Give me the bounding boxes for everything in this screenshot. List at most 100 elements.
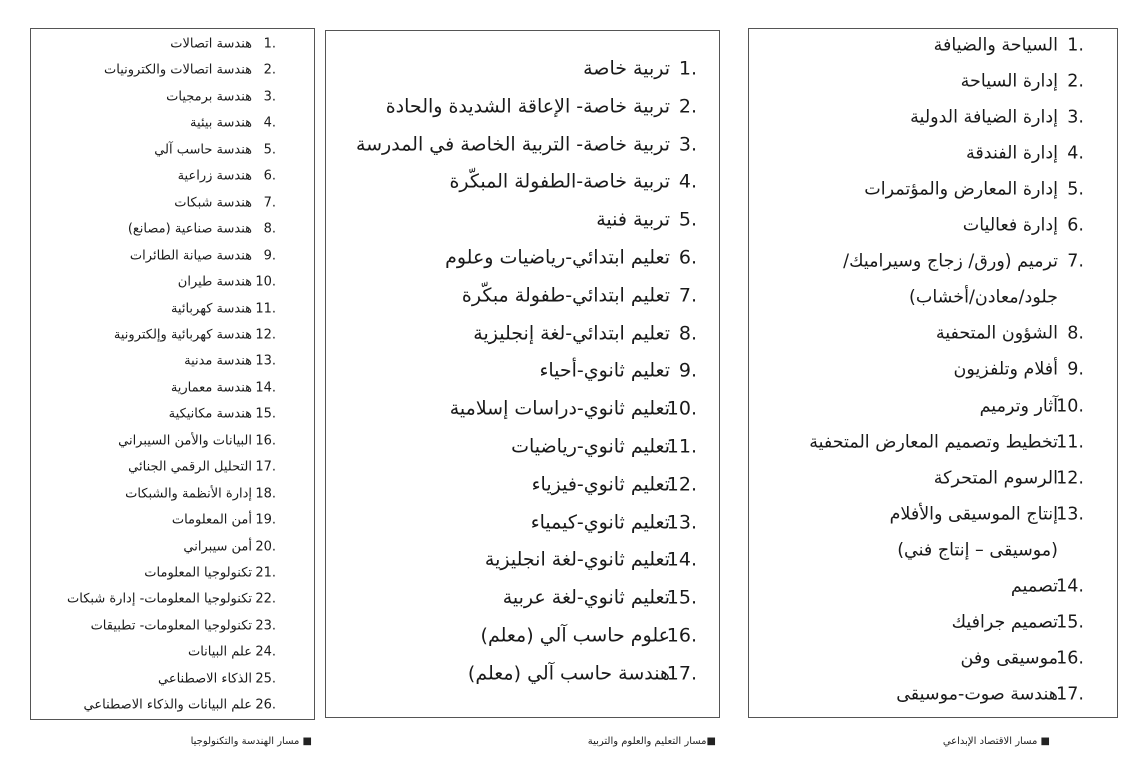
list-item-text: الشؤون المتحفية [935, 323, 1058, 344]
list-number: 6. [1067, 215, 1084, 236]
list-item-text: هندسة صيانة الطائرات [129, 248, 252, 264]
list-number: 5. [678, 208, 697, 231]
list-item-text: تعليم ثانوي-فيزياء [531, 473, 670, 496]
list-number: 2. [1067, 71, 1084, 92]
list-number: 2. [263, 62, 276, 78]
list-item-text: تربية خاصة [583, 57, 670, 80]
list-number: 17. [666, 662, 697, 685]
list-item-text: هندسة صوت-موسيقى [896, 684, 1058, 705]
list-number: 12. [666, 473, 697, 496]
list-item-text: هندسة صناعية (مصانع) [127, 221, 252, 237]
list-number: 21. [255, 565, 276, 581]
list-item-text: هندسة زراعية [177, 168, 252, 184]
list-item-text: آثار وترميم [979, 395, 1058, 416]
list-number: 10. [1056, 395, 1084, 416]
list-number: 16. [666, 624, 697, 647]
list-item-text: جلود/معادن/أخشاب) [909, 287, 1058, 308]
list-panel [30, 28, 315, 720]
list-item-text: تربية خاصة-الطفولة المبكّرة [449, 170, 670, 193]
list-number: 22. [255, 591, 276, 607]
list-number: 18. [255, 486, 276, 502]
list-item-text: هندسة كهربائية [170, 301, 252, 316]
list-number: 4. [678, 170, 697, 193]
list-number: 4. [1067, 143, 1084, 164]
list-number: 12. [1056, 467, 1084, 488]
list-item-text: هندسة اتصالات [170, 36, 252, 52]
list-item-text: تربية خاصة- التربية الخاصة في المدرسة [355, 133, 670, 156]
list-item-text: تربية خاصة- الإعاقة الشديدة والحادة [385, 95, 670, 118]
list-item-text: علم البيانات والذكاء الاصطناعي [83, 697, 252, 713]
list-number: 8. [263, 221, 276, 237]
list-number: 13. [666, 511, 697, 534]
list-item-text: تربية فنية [596, 208, 670, 231]
list-item-text: إدارة الأنظمة والشبكات [125, 486, 252, 502]
list-number: 14. [255, 380, 276, 396]
list-panel [325, 30, 720, 718]
list-item-text: تكنولوجيا المعلومات- إدارة شبكات [67, 591, 252, 607]
list-item-text: أمن المعلومات [171, 512, 252, 528]
list-item-text: هندسة اتصالات والكترونيات [104, 62, 252, 78]
list-item-text: هندسة بيئية [190, 115, 252, 131]
list-number: 14. [1056, 576, 1084, 596]
list-number: 7. [678, 284, 697, 307]
list-item-text: ترميم (ورق/ زجاج وسيراميك/ [843, 251, 1058, 272]
list-number: 26. [255, 697, 276, 713]
list-item-text: تكنولوجيا المعلومات [144, 565, 252, 581]
list-item-text: هندسة حاسب آلي (معلم) [467, 662, 670, 685]
list-number: 19. [255, 512, 276, 528]
list-item-text: إدارة السياحة [960, 71, 1058, 92]
list-item-text: هندسة مكانيكية [168, 406, 252, 422]
list-item-text: هندسة مدنية [184, 353, 252, 369]
list-item-text: تعليم ثانوي-دراسات إسلامية [449, 397, 670, 420]
list-item-text: علوم حاسب آلي (معلم) [480, 624, 670, 647]
list-item-text: أمن سيبراني [183, 539, 252, 555]
list-number: 14. [666, 548, 697, 571]
list-number: 1. [1067, 35, 1084, 56]
list-item-text: تعليم ثانوي-كيمياء [530, 511, 670, 534]
list-item-text: هندسة برمجيات [166, 89, 252, 105]
list-number: 6. [263, 168, 276, 184]
list-item-text: هندسة كهربائية وإلكترونية [113, 327, 252, 343]
list-number: 2. [678, 95, 697, 118]
list-item-text: هندسة شبكات [174, 195, 252, 211]
list-item-text: تعليم ثانوي-أحياء [539, 359, 670, 382]
list-number: 13. [1056, 503, 1084, 524]
list-number: 11. [666, 435, 697, 458]
list-number: 13. [255, 353, 276, 369]
list-item-text: تكنولوجيا المعلومات- تطبيقات [90, 618, 252, 634]
list-number: 5. [263, 142, 276, 158]
list-item-text: إدارة فعاليات [962, 215, 1058, 236]
list-item-text: تصميم جرافيك [951, 612, 1058, 633]
list-number: 7. [1067, 251, 1084, 272]
list-number: 9. [1067, 359, 1084, 380]
list-number: 10. [255, 274, 276, 290]
list-number: 1. [263, 36, 276, 52]
list-item-text: تخطيط وتصميم المعارض المتحفية [809, 431, 1058, 452]
list-item-text: التحليل الرقمي الجنائي [128, 459, 252, 475]
list-number: 8. [678, 322, 697, 345]
list-item-text: إدارة الضيافة الدولية [910, 107, 1058, 128]
list-item-text: تعليم ابتدائي-لغة إنجليزية [473, 322, 670, 345]
list-item-text: البيانات والأمن السيبراني [118, 433, 252, 449]
list-item-text: أفلام وتلفزيون [953, 359, 1058, 380]
list-item-text: إدارة المعارض والمؤتمرات [864, 179, 1058, 200]
list-item-text: موسيقى وفن [960, 648, 1059, 669]
list-number: 4. [263, 115, 276, 131]
list-number: 11. [1056, 431, 1084, 452]
list-item-text: (موسيقى – إنتاج فني) [897, 539, 1058, 560]
list-item-text: علم البيانات [187, 644, 252, 660]
panel-caption: ■مسار التعليم والعلوم والتربية [587, 736, 716, 747]
list-number: 20. [255, 539, 276, 555]
list-number: 3. [1067, 107, 1084, 128]
list-number: 5. [1067, 179, 1084, 200]
list-number: 25. [255, 671, 276, 687]
list-item-text: إدارة الفندقة [966, 143, 1058, 164]
panel-caption: ■ مسار الهندسة والتكنولوجيا [190, 736, 312, 747]
list-number: 9. [263, 248, 276, 264]
list-number: 6. [678, 246, 697, 269]
list-number: 16. [1056, 648, 1084, 669]
list-number: 3. [263, 89, 276, 105]
list-panel [748, 28, 1118, 718]
list-number: 12. [255, 327, 276, 343]
